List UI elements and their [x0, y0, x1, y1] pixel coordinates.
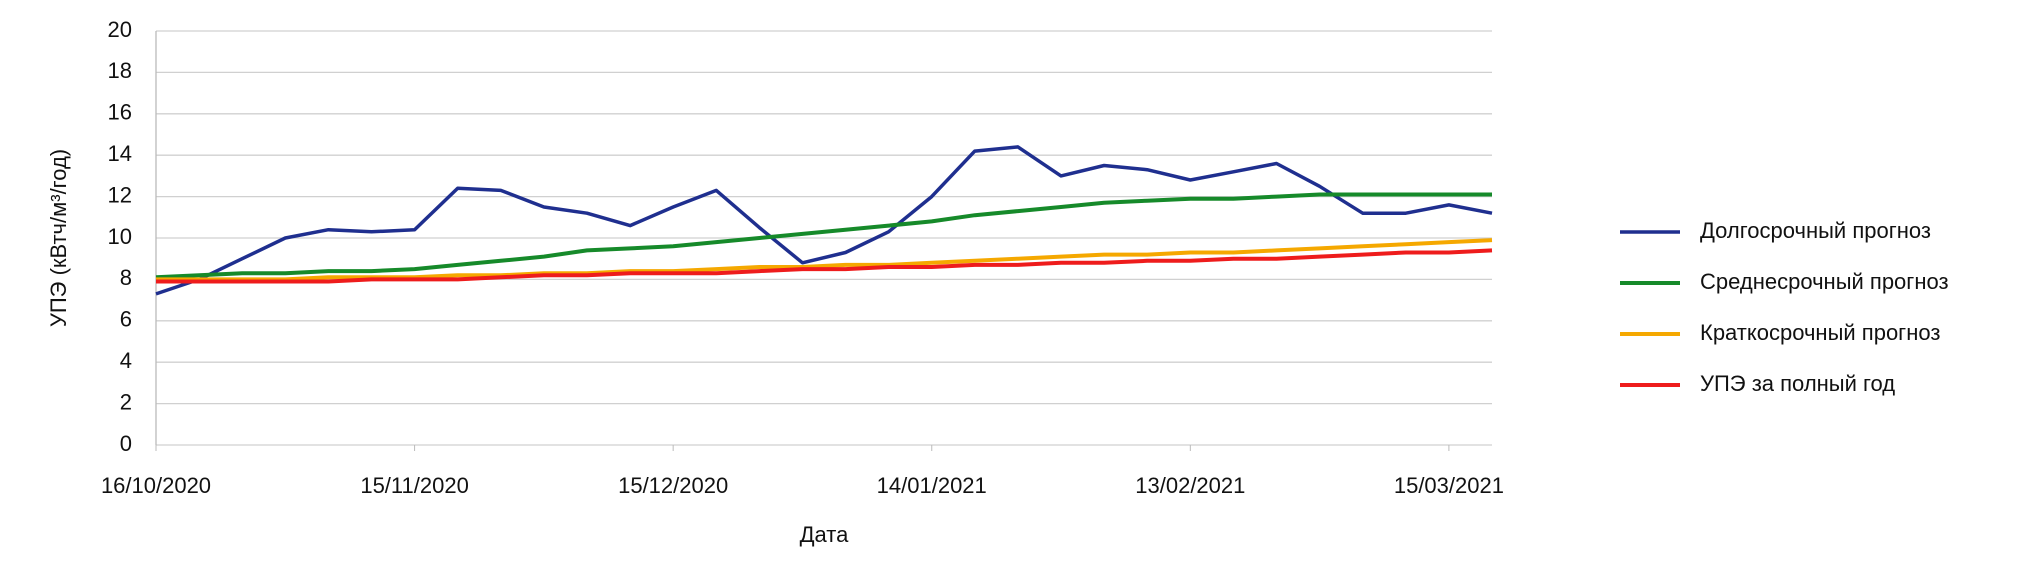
- y-tick-label: 14: [108, 141, 132, 166]
- line: [155, 192, 1492, 280]
- x-tick-label: 16/10/2020: [101, 473, 211, 498]
- y-tick-label: 16: [108, 100, 132, 125]
- y-tick-label: 6: [120, 307, 132, 332]
- y-tick-label: 4: [120, 348, 132, 373]
- line: [156, 248, 1493, 284]
- legend-label: Долгосрочный прогноз: [1700, 218, 1931, 243]
- x-tick-label: 13/02/2021: [1135, 473, 1245, 498]
- x-tick-label: 15/12/2020: [618, 473, 728, 498]
- y-tick-label: 20: [108, 17, 132, 42]
- y-tick-label: 10: [108, 224, 132, 249]
- legend-label: Краткосрочный прогноз: [1700, 320, 1940, 345]
- y-axis-label: УПЭ (кВтч/м³/год): [46, 149, 71, 327]
- y-tick-label: 2: [120, 389, 132, 414]
- legend-label: Среднесрочный прогноз: [1700, 269, 1949, 294]
- y-tick-label: 18: [108, 58, 132, 83]
- x-tick-label: 14/01/2021: [877, 473, 987, 498]
- x-tick-label: 15/11/2020: [360, 473, 468, 498]
- legend-label: УПЭ за полный год: [1700, 371, 1895, 396]
- x-axis-label: Дата: [800, 522, 849, 547]
- y-tick-label: 0: [120, 431, 132, 456]
- line: [156, 238, 1493, 282]
- x-tick-label: 15/03/2021: [1394, 473, 1504, 498]
- y-tick-label: 8: [120, 265, 132, 290]
- y-tick-label: 12: [108, 182, 132, 207]
- line: [155, 145, 1493, 296]
